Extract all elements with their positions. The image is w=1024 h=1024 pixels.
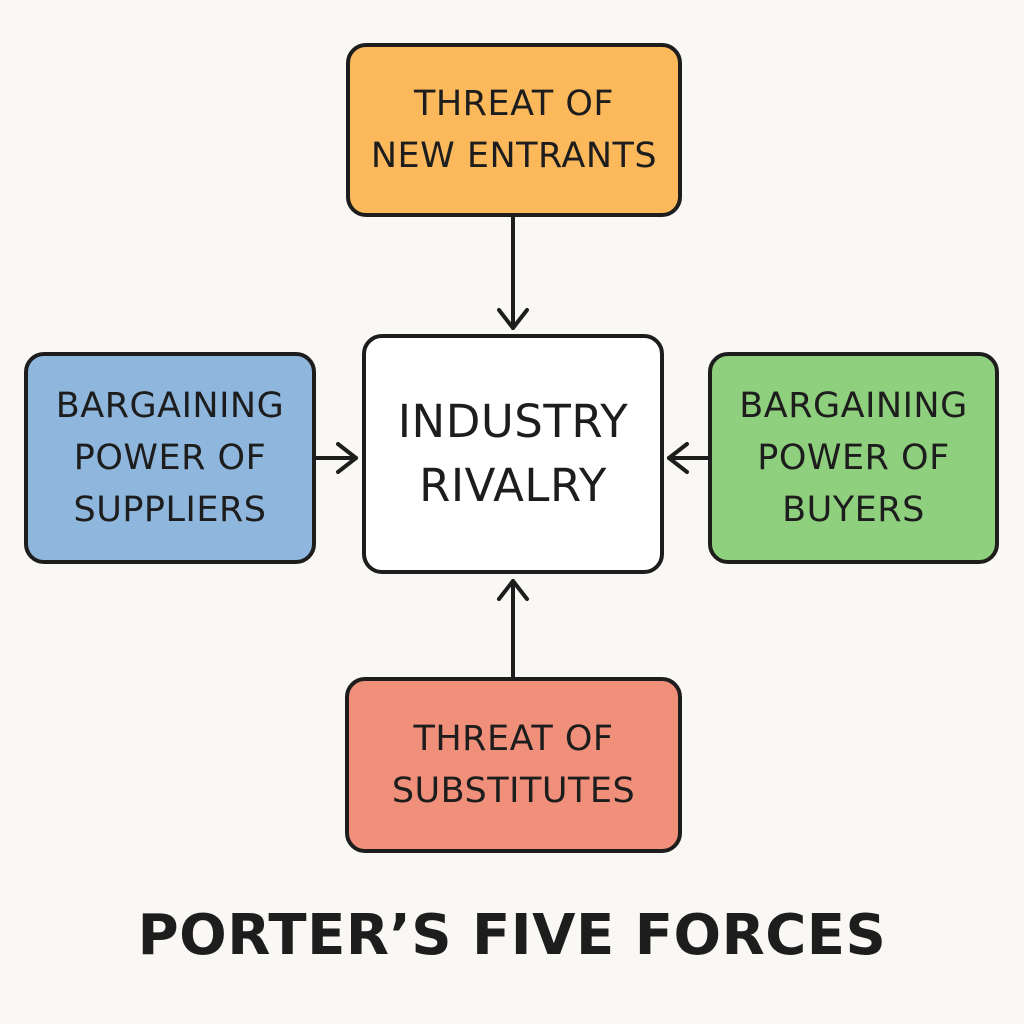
arrow-right-to-center: [667, 442, 710, 474]
node-industry-rivalry: INDUSTRY RIVALRY: [362, 334, 664, 574]
arrow-left-to-center: [314, 442, 358, 474]
arrow-top-to-center: [497, 215, 529, 330]
node-label: THREAT OF SUBSTITUTES: [391, 719, 636, 811]
node-label: BARGAINING POWER OF SUPPLIERS: [55, 386, 285, 530]
node-bargaining-power-of-suppliers: BARGAINING POWER OF SUPPLIERS: [24, 352, 316, 564]
arrow-bottom-to-center: [497, 579, 529, 679]
diagram-title: PORTER’S FIVE FORCES: [137, 903, 887, 968]
node-threat-of-substitutes: THREAT OF SUBSTITUTES: [345, 677, 682, 853]
node-label: INDUSTRY RIVALRY: [397, 395, 629, 512]
node-label: BARGAINING POWER OF BUYERS: [739, 386, 968, 530]
node-threat-of-new-entrants: THREAT OF NEW ENTRANTS: [346, 43, 682, 217]
node-label: THREAT OF NEW ENTRANTS: [370, 84, 658, 176]
node-bargaining-power-of-buyers: BARGAINING POWER OF BUYERS: [708, 352, 999, 564]
